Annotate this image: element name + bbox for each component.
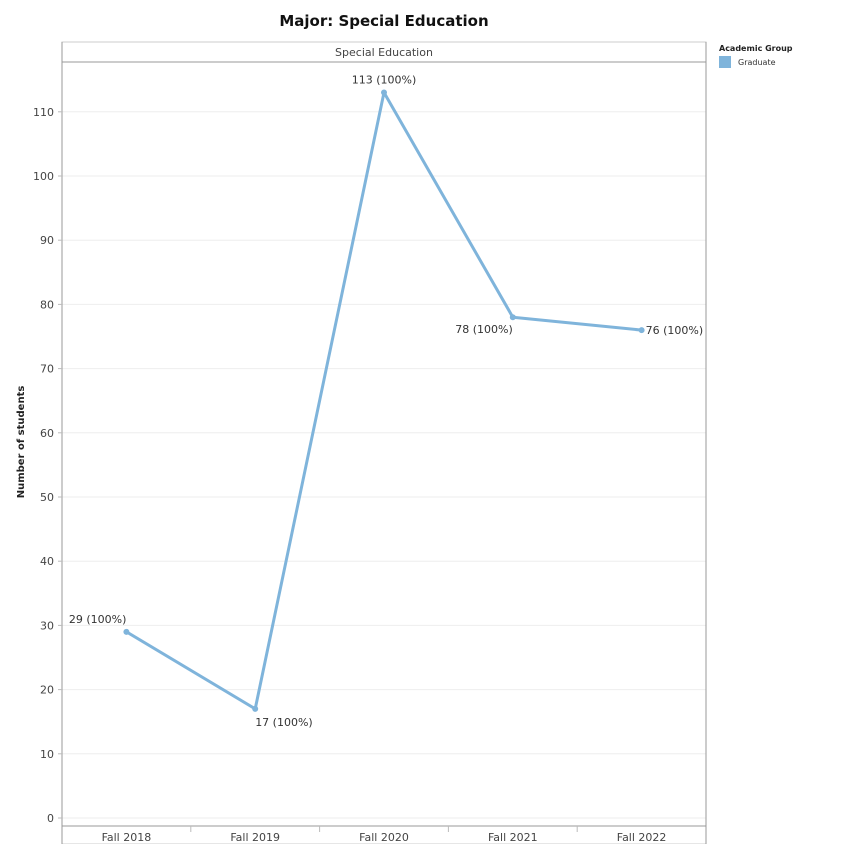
data-point[interactable]	[381, 89, 387, 96]
x-tick-label: Fall 2021	[488, 831, 538, 844]
legend: Academic Group Graduate	[719, 44, 837, 68]
data-point[interactable]	[638, 327, 645, 334]
y-tick-label: 50	[40, 491, 54, 504]
data-label: 78 (100%)	[455, 323, 513, 336]
y-tick-label: 10	[40, 748, 54, 761]
y-tick-label: 0	[47, 812, 54, 825]
y-tick-label: 100	[33, 170, 54, 183]
panel-label: Special Education	[335, 46, 433, 59]
y-tick-label: 90	[40, 234, 54, 247]
series-line-graduate	[124, 91, 644, 711]
x-tick-label: Fall 2022	[617, 831, 667, 844]
y-axis-ticks: 0 10 20 30 40 50 60 70 80 90 100 110	[33, 106, 62, 825]
gridlines	[62, 111, 706, 819]
y-axis-title: Number of students	[16, 386, 27, 499]
legend-title: Academic Group	[719, 44, 793, 53]
x-tick-label: Fall 2019	[230, 831, 280, 844]
y-tick-label: 20	[40, 684, 54, 697]
x-axis-ticks: Fall 2018 Fall 2019 Fall 2020 Fall 2021 Fall…	[102, 826, 667, 844]
x-tick-label: Fall 2018	[102, 831, 152, 844]
y-tick-label: 40	[40, 555, 54, 568]
data-point[interactable]	[509, 314, 516, 321]
series-graduate	[123, 89, 645, 712]
y-tick-label: 30	[40, 619, 54, 632]
data-label: 29 (100%)	[69, 613, 127, 626]
data-point[interactable]	[252, 705, 259, 712]
y-tick-label: 60	[40, 427, 54, 440]
legend-swatch	[719, 56, 731, 68]
y-tick-label: 70	[40, 363, 54, 376]
x-tick-label: Fall 2020	[359, 831, 409, 844]
y-tick-label: 80	[40, 298, 54, 311]
chart-title: Major: Special Education	[279, 12, 489, 30]
data-label: 76 (100%)	[646, 324, 704, 337]
data-label: 17 (100%)	[255, 716, 313, 729]
data-point[interactable]	[123, 628, 130, 635]
legend-item-graduate[interactable]: Graduate	[719, 56, 837, 68]
legend-label: Graduate	[738, 57, 776, 67]
data-label: 113 (100%)	[352, 74, 417, 87]
chart-frame: Special Education Number of students	[16, 41, 707, 844]
plot-area-border	[61, 41, 707, 844]
y-tick-label: 110	[33, 106, 54, 119]
data-labels: 29 (100%) 17 (100%) 113 (100%) 78 (100%) 76 …	[69, 74, 703, 729]
